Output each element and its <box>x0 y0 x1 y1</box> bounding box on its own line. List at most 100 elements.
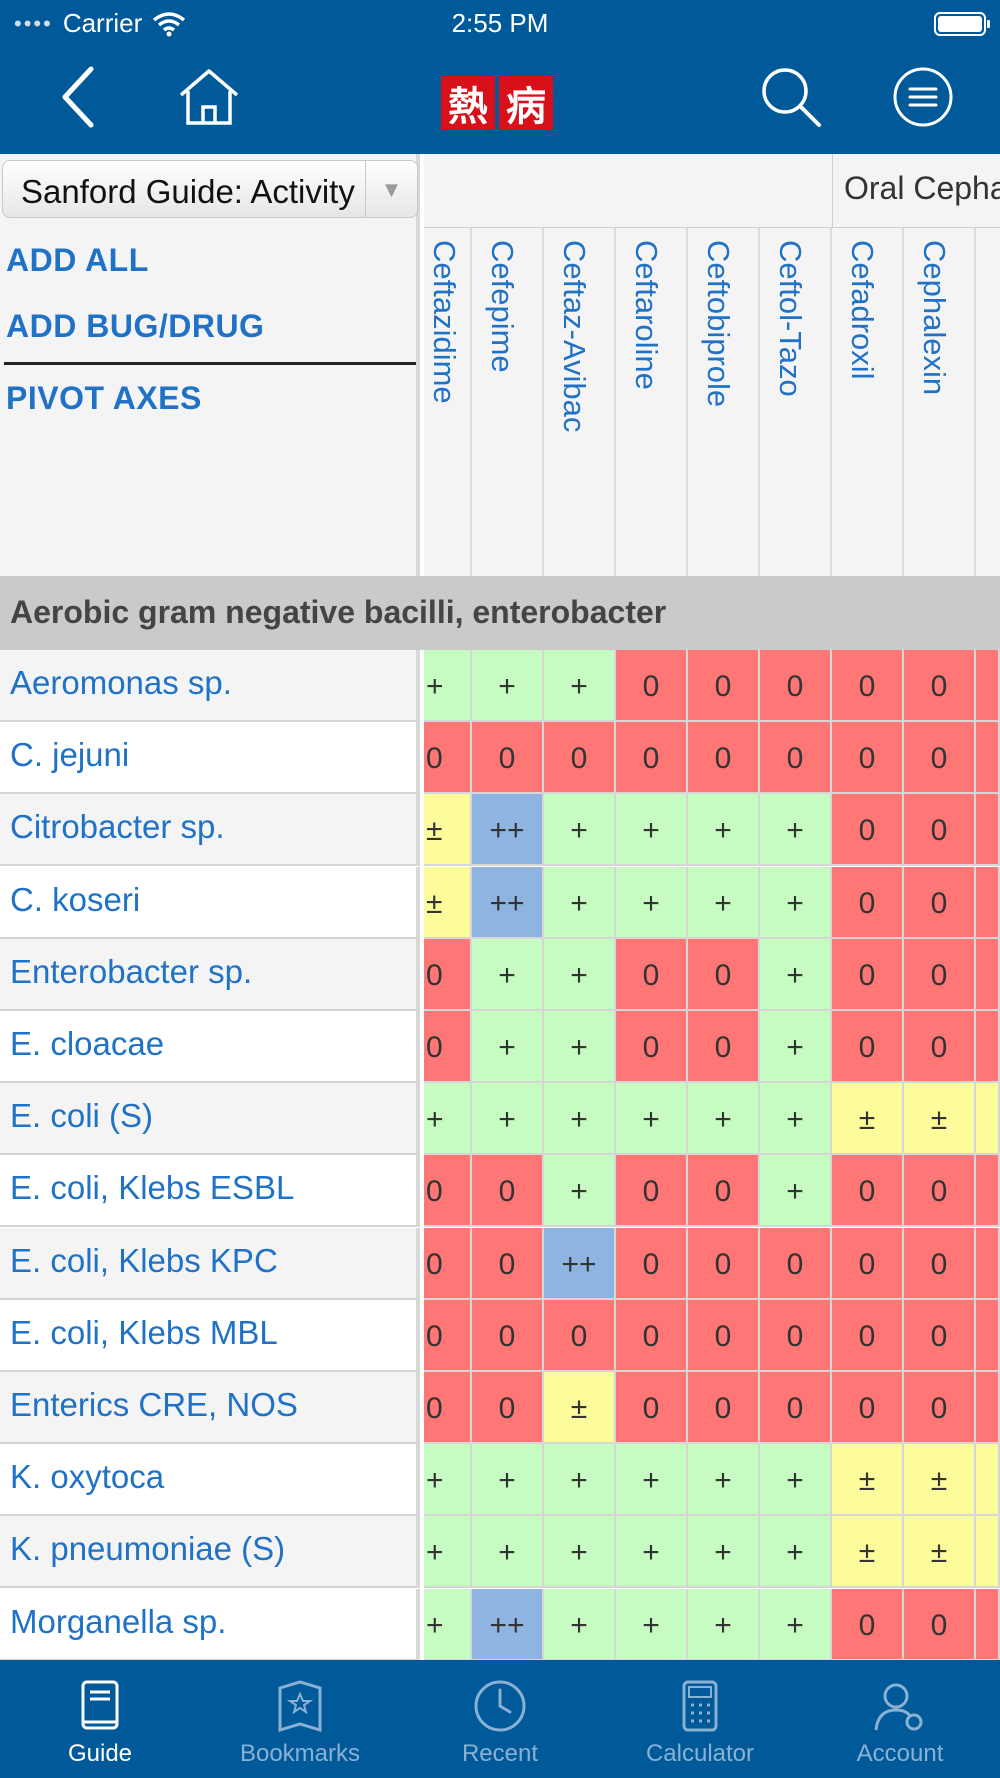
activity-cell[interactable]: + <box>616 1516 688 1589</box>
activity-cell[interactable]: 0 <box>904 650 976 722</box>
activity-cell[interactable]: 0 <box>424 1011 472 1083</box>
activity-cell[interactable]: + <box>544 866 616 939</box>
activity-cell[interactable]: + <box>616 1588 688 1660</box>
activity-cell[interactable]: 0 <box>688 1011 760 1083</box>
bug-cell[interactable]: Aeromonas sp. <box>0 650 420 722</box>
activity-cell[interactable]: + <box>424 1516 472 1589</box>
activity-cell[interactable]: + <box>472 1083 544 1156</box>
tab-bookmarks[interactable]: Bookmarks <box>200 1660 400 1778</box>
activity-cell[interactable]: 0 <box>832 938 904 1011</box>
activity-cell[interactable] <box>976 1011 1000 1083</box>
activity-cell[interactable] <box>976 1299 1000 1372</box>
activity-cell[interactable]: + <box>760 1444 832 1517</box>
activity-cell[interactable]: 0 <box>616 1227 688 1300</box>
activity-cell[interactable]: ± <box>904 1444 976 1517</box>
bug-cell[interactable]: K. oxytoca <box>0 1444 420 1517</box>
activity-cell[interactable]: 0 <box>688 1372 760 1444</box>
activity-cell[interactable]: 0 <box>904 1372 976 1444</box>
activity-cell[interactable]: 0 <box>760 650 832 722</box>
activity-cell[interactable]: + <box>472 938 544 1011</box>
activity-cell[interactable]: 0 <box>832 1588 904 1660</box>
activity-cell[interactable]: + <box>688 794 760 867</box>
activity-cell[interactable]: + <box>760 1516 832 1589</box>
activity-cell[interactable]: + <box>544 1444 616 1517</box>
activity-cell[interactable]: 0 <box>904 722 976 795</box>
activity-cell[interactable]: ± <box>424 794 472 867</box>
bug-cell[interactable]: E. coli, Klebs ESBL <box>0 1155 420 1228</box>
bug-cell[interactable]: E. cloacae <box>0 1011 420 1083</box>
activity-cell[interactable]: 0 <box>472 722 544 795</box>
activity-cell[interactable]: ± <box>832 1516 904 1589</box>
activity-cell[interactable]: 0 <box>616 1011 688 1083</box>
activity-cell[interactable]: 0 <box>832 794 904 867</box>
activity-cell[interactable]: ± <box>904 1083 976 1156</box>
activity-cell[interactable]: + <box>760 1155 832 1228</box>
activity-cell[interactable]: 0 <box>424 1299 472 1372</box>
activity-cell[interactable]: 0 <box>832 1227 904 1300</box>
activity-cell[interactable]: 0 <box>904 1588 976 1660</box>
activity-cell[interactable]: ± <box>904 1516 976 1589</box>
activity-cell[interactable] <box>976 1227 1000 1300</box>
guide-select[interactable]: Sanford Guide: Activity ▼ <box>2 160 418 218</box>
activity-cell[interactable] <box>976 938 1000 1011</box>
activity-cell[interactable]: + <box>616 1083 688 1156</box>
activity-cell[interactable]: 0 <box>688 1299 760 1372</box>
bug-cell[interactable]: Citrobacter sp. <box>0 794 420 867</box>
tab-account[interactable]: Account <box>800 1660 1000 1778</box>
activity-cell[interactable]: + <box>760 1011 832 1083</box>
activity-cell[interactable]: 0 <box>904 1299 976 1372</box>
bug-cell[interactable]: Enterics CRE, NOS <box>0 1372 420 1444</box>
add-all-button[interactable]: ADD ALL <box>6 242 149 278</box>
activity-cell[interactable]: 0 <box>472 1372 544 1444</box>
activity-cell[interactable]: 0 <box>832 1155 904 1228</box>
add-bug-drug-button[interactable]: ADD BUG/DRUG <box>6 308 265 344</box>
bug-cell[interactable]: C. jejuni <box>0 722 420 795</box>
activity-cell[interactable]: + <box>544 938 616 1011</box>
activity-cell[interactable]: 0 <box>832 650 904 722</box>
bug-cell[interactable]: E. coli, Klebs MBL <box>0 1299 420 1372</box>
activity-cell[interactable]: + <box>688 1083 760 1156</box>
activity-cell[interactable]: + <box>688 866 760 939</box>
drug-column-ceftaz-avibac[interactable]: Ceftaz-Avibac <box>544 228 616 576</box>
activity-cell[interactable]: 0 <box>616 650 688 722</box>
activity-cell[interactable]: 0 <box>904 938 976 1011</box>
activity-cell[interactable]: 0 <box>544 722 616 795</box>
activity-cell[interactable]: + <box>472 1516 544 1589</box>
activity-cell[interactable]: 0 <box>832 1372 904 1444</box>
activity-cell[interactable]: + <box>544 1083 616 1156</box>
activity-cell[interactable] <box>976 1155 1000 1228</box>
activity-cell[interactable]: 0 <box>904 1155 976 1228</box>
drug-column-ceftol-tazo[interactable]: Ceftol-Tazo <box>760 228 832 576</box>
activity-cell[interactable]: ± <box>832 1083 904 1156</box>
activity-cell[interactable]: 0 <box>424 722 472 795</box>
activity-cell[interactable]: 0 <box>472 1155 544 1228</box>
activity-cell[interactable]: ++ <box>472 1588 544 1660</box>
activity-cell[interactable]: + <box>424 1588 472 1660</box>
home-button[interactable] <box>174 62 244 132</box>
activity-cell[interactable]: 0 <box>424 938 472 1011</box>
activity-cell[interactable]: 0 <box>472 1299 544 1372</box>
activity-cell[interactable]: + <box>424 1083 472 1156</box>
activity-cell[interactable]: 0 <box>760 1299 832 1372</box>
activity-cell[interactable]: ++ <box>472 866 544 939</box>
activity-cell[interactable]: + <box>544 794 616 867</box>
activity-cell[interactable]: 0 <box>472 1227 544 1300</box>
activity-cell[interactable]: 0 <box>904 794 976 867</box>
pivot-axes-button[interactable]: PIVOT AXES <box>6 380 202 416</box>
activity-cell[interactable]: 0 <box>688 1227 760 1300</box>
activity-cell[interactable]: 0 <box>424 1372 472 1444</box>
tab-calculator[interactable]: Calculator <box>600 1660 800 1778</box>
activity-cell[interactable]: 0 <box>832 722 904 795</box>
activity-cell[interactable]: + <box>616 1444 688 1517</box>
drug-column-ceftazidime[interactable]: Ceftazidime <box>424 228 472 576</box>
activity-cell[interactable]: + <box>760 938 832 1011</box>
activity-cell[interactable]: 0 <box>616 1299 688 1372</box>
activity-cell[interactable]: + <box>760 866 832 939</box>
activity-cell[interactable]: + <box>472 1444 544 1517</box>
activity-cell[interactable]: + <box>760 794 832 867</box>
activity-cell[interactable]: 0 <box>832 1011 904 1083</box>
activity-cell[interactable]: + <box>544 650 616 722</box>
activity-cell[interactable]: 0 <box>760 722 832 795</box>
drug-column-partial[interactable] <box>976 228 1000 576</box>
bug-cell[interactable]: Enterobacter sp. <box>0 938 420 1011</box>
